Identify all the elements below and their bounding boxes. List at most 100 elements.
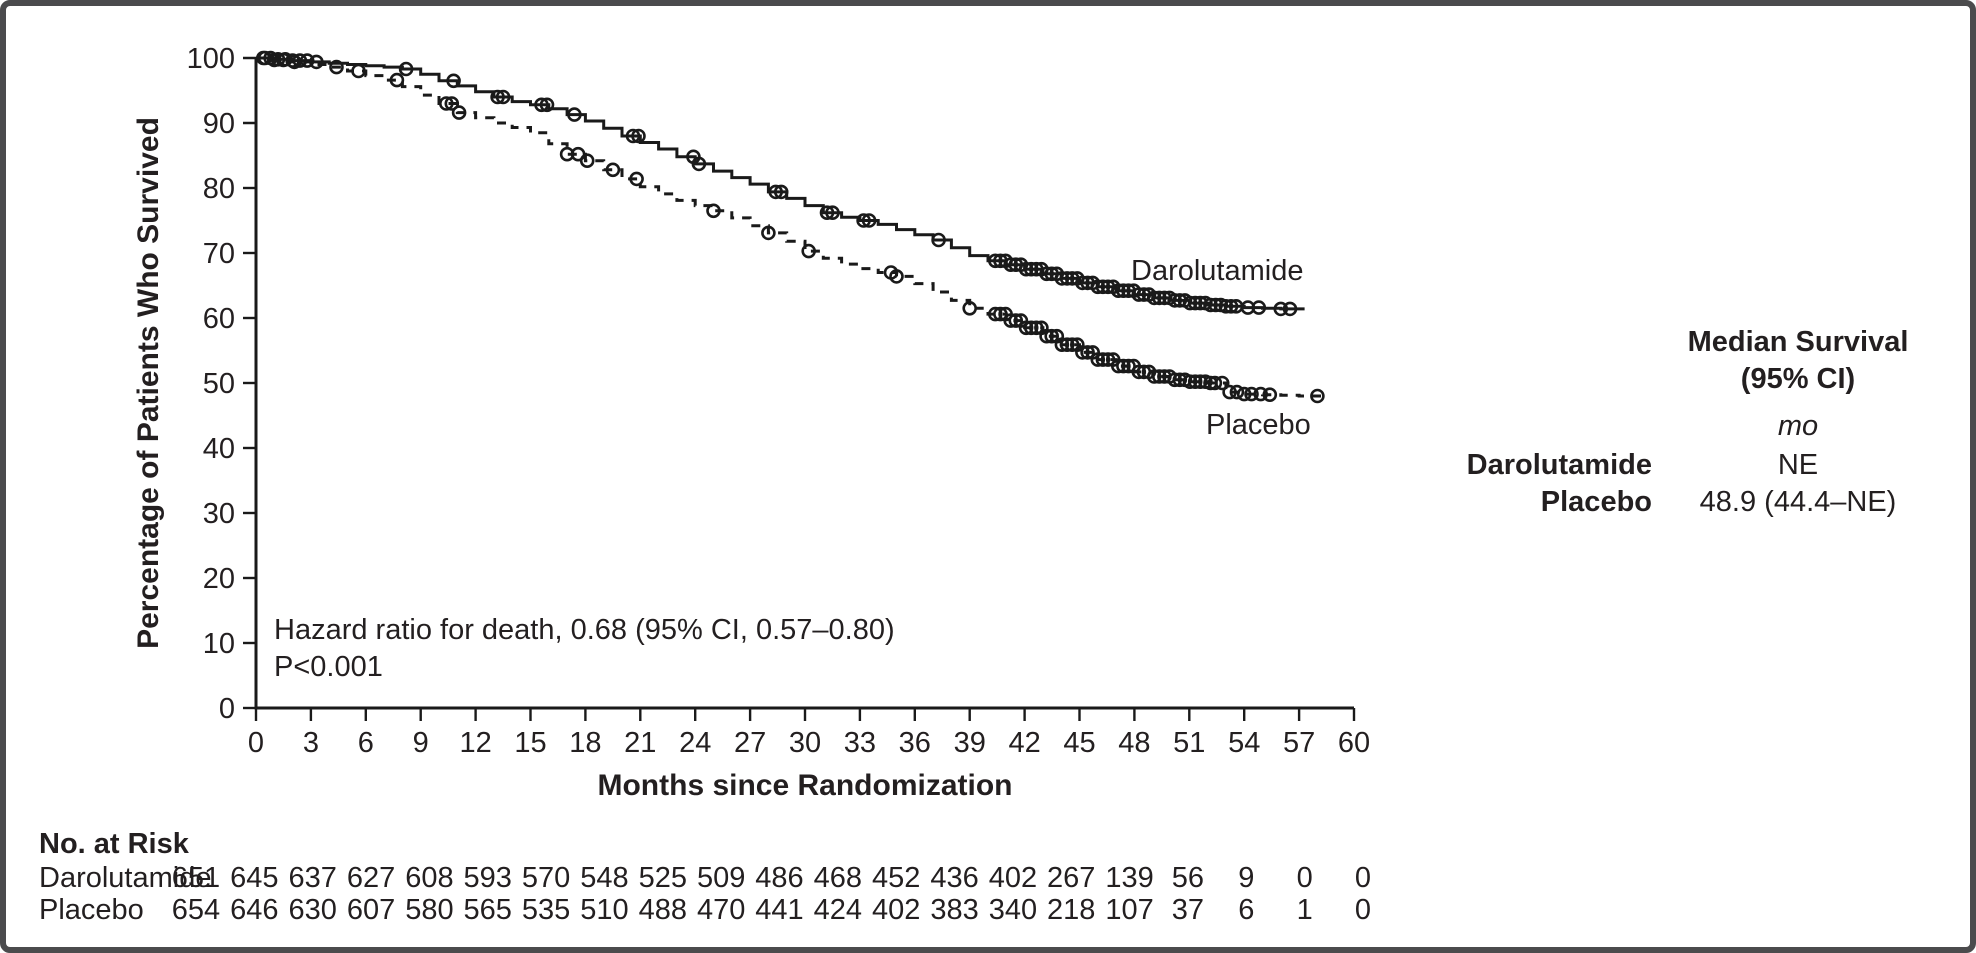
survival-curve-placebo bbox=[256, 56, 1323, 398]
x-tick-label: 27 bbox=[734, 727, 766, 759]
censor-tick-icon bbox=[861, 213, 877, 228]
risk-count: 402 bbox=[871, 894, 921, 926]
censor-tick-icon bbox=[1075, 275, 1090, 291]
x-tick-label: 21 bbox=[624, 727, 656, 759]
x-tick-label: 24 bbox=[679, 727, 711, 759]
x-tick-label: 39 bbox=[954, 727, 986, 759]
censor-tick-icon bbox=[629, 171, 644, 187]
censor-marks-darolutamide bbox=[255, 50, 1298, 317]
censor-tick-icon bbox=[1229, 384, 1245, 400]
censor-tick-icon bbox=[1003, 313, 1019, 328]
x-tick-label: 18 bbox=[569, 727, 601, 759]
censor-tick-icon bbox=[1228, 298, 1244, 314]
y-tick-label: 50 bbox=[203, 368, 235, 400]
risk-count: 37 bbox=[1171, 894, 1205, 926]
censor-tick-icon bbox=[1310, 388, 1325, 404]
censor-tick-icon bbox=[1223, 298, 1239, 314]
risk-count: 645 bbox=[230, 862, 279, 894]
x-tick-label: 60 bbox=[1338, 727, 1370, 759]
censor-tick-icon bbox=[1111, 283, 1126, 299]
y-tick-label: 10 bbox=[203, 628, 235, 660]
series-darolutamide bbox=[255, 50, 1305, 317]
censor-tick-icon bbox=[1251, 300, 1267, 315]
risk-row-label: Placebo bbox=[39, 894, 144, 926]
series-label-placebo: Placebo bbox=[1206, 409, 1311, 441]
censor-tick-icon bbox=[819, 205, 835, 220]
censor-tick-icon bbox=[1054, 337, 1070, 353]
censor-tick-icon bbox=[398, 61, 414, 77]
censor-tick-icon bbox=[1111, 358, 1126, 374]
censor-tick-icon bbox=[1116, 283, 1131, 299]
censor-tick-icon bbox=[889, 269, 904, 284]
median-row-label: Placebo bbox=[1540, 486, 1652, 518]
y-tick-label: 40 bbox=[203, 433, 235, 465]
censor-tick-icon bbox=[1044, 328, 1059, 344]
censor-tick-icon bbox=[329, 59, 344, 75]
risk-count: 340 bbox=[988, 894, 1038, 926]
risk-count: 509 bbox=[696, 862, 746, 894]
risk-count: 424 bbox=[813, 894, 863, 926]
x-tick-label: 51 bbox=[1173, 727, 1205, 759]
censor-tick-icon bbox=[856, 213, 871, 228]
risk-count: 0 bbox=[1354, 862, 1372, 894]
censor-tick-icon bbox=[1146, 369, 1162, 384]
hazard-annotation: Hazard ratio for death, 0.68 (95% CI, 0.… bbox=[274, 612, 895, 686]
censor-tick-icon bbox=[1131, 364, 1147, 380]
censor-tick-icon bbox=[1008, 313, 1024, 328]
censor-tick-icon bbox=[1282, 301, 1298, 317]
censor-tick-icon bbox=[451, 105, 467, 120]
censor-tick-icon bbox=[1203, 297, 1218, 313]
censor-tick-icon bbox=[389, 72, 405, 88]
censor-tick-icon bbox=[579, 153, 595, 168]
x-tick-label: 33 bbox=[844, 727, 876, 759]
median-row-darolutamide: Darolutamide NE bbox=[1404, 449, 1944, 482]
median-row-value: 48.9 (44.4–NE) bbox=[1699, 486, 1897, 518]
censor-tick-icon bbox=[1023, 320, 1039, 336]
risk-count: 627 bbox=[346, 862, 396, 894]
x-axis-title: Months since Randomization bbox=[597, 769, 1013, 802]
median-survival-unit: mo bbox=[1777, 410, 1819, 442]
risk-row-placebo: Placebo 654 646 630 607 580 565 535 510 488 470 44… bbox=[6, 894, 1970, 928]
x-tick-label: 30 bbox=[789, 727, 821, 759]
risk-count: 525 bbox=[638, 862, 687, 894]
censor-tick-icon bbox=[1064, 337, 1080, 353]
risk-count: 468 bbox=[813, 862, 863, 894]
censor-tick-icon bbox=[825, 205, 840, 220]
risk-count: 441 bbox=[755, 894, 804, 926]
risk-count: 570 bbox=[521, 862, 571, 894]
series-label-darolutamide: Darolutamide bbox=[1131, 255, 1304, 287]
censor-tick-icon bbox=[1059, 337, 1075, 353]
censor-tick-icon bbox=[773, 184, 789, 200]
x-tick-label: 36 bbox=[899, 727, 931, 759]
median-survival-header-line2: (95% CI) bbox=[1740, 363, 1856, 395]
censor-tick-icon bbox=[1193, 295, 1208, 311]
censor-tick-icon bbox=[1100, 352, 1116, 367]
y-tick-label: 80 bbox=[203, 173, 235, 205]
y-tick-label: 70 bbox=[203, 238, 235, 270]
risk-row-darolutamide: Darolutamide 651 645 637 627 608 593 570 548 525… bbox=[6, 862, 1970, 896]
risk-count: 535 bbox=[521, 894, 571, 926]
x-tick-label: 42 bbox=[1008, 727, 1040, 759]
median-row-value: NE bbox=[1777, 449, 1819, 481]
censor-tick-icon bbox=[1090, 279, 1106, 295]
risk-count: 630 bbox=[288, 894, 337, 926]
x-tick-label: 6 bbox=[358, 727, 374, 759]
x-axis-ticks: 0 3 6 9 12 15 18 21 24 27 30 33 36 39 42 45 48 51 54 57 60 bbox=[248, 708, 1370, 759]
risk-count: 607 bbox=[346, 894, 396, 926]
censor-tick-icon bbox=[444, 96, 460, 111]
censor-tick-icon bbox=[1131, 287, 1147, 302]
y-axis-title: Percentage of Patients Who Survived bbox=[132, 117, 165, 649]
risk-count: 1 bbox=[1296, 894, 1313, 926]
risk-count: 593 bbox=[463, 862, 512, 894]
censor-marks-placebo bbox=[257, 50, 1325, 404]
x-tick-label: 54 bbox=[1228, 727, 1260, 759]
y-tick-label: 60 bbox=[203, 303, 235, 335]
censor-tick-icon bbox=[1182, 374, 1198, 390]
censor-tick-icon bbox=[438, 96, 454, 111]
median-survival-header: Median Survival (95% CI) bbox=[1652, 324, 1944, 398]
risk-row-label: Darolutamide bbox=[39, 862, 212, 894]
censor-tick-icon bbox=[1193, 374, 1208, 390]
censor-tick-icon bbox=[605, 162, 621, 178]
censor-tick-icon bbox=[1182, 295, 1198, 311]
